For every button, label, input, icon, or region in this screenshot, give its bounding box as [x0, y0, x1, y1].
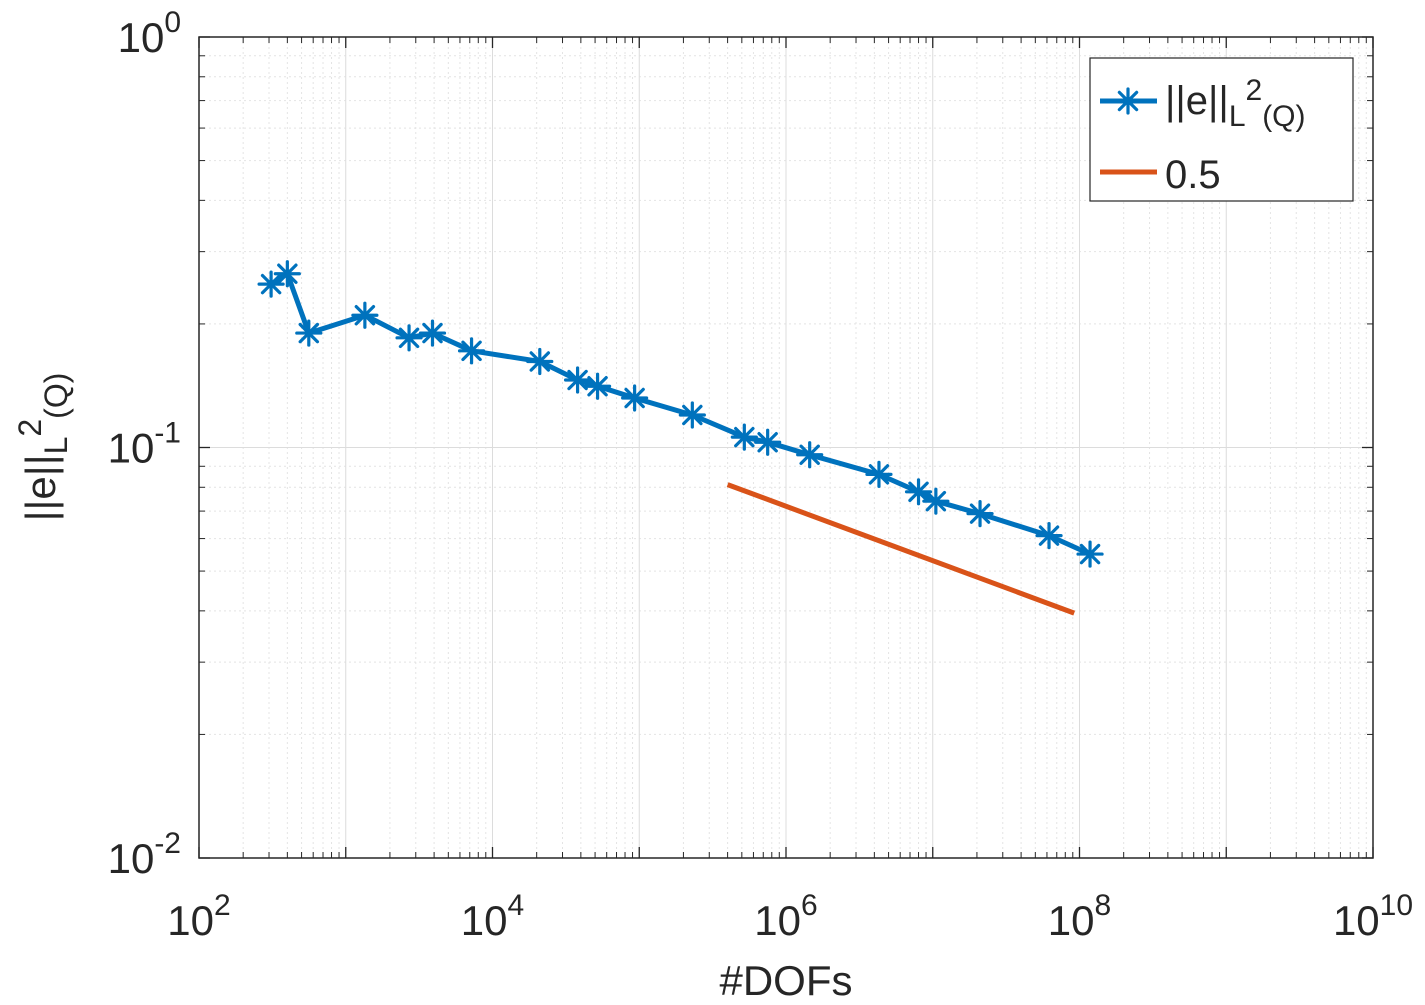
x-tick-label: 1010 — [1333, 889, 1413, 944]
data-point-marker — [754, 428, 782, 456]
x-tick-label: 102 — [167, 889, 230, 944]
data-point-marker — [583, 372, 612, 400]
y-tick-label: 10-1 — [108, 417, 181, 472]
x-tick-label: 108 — [1048, 889, 1111, 944]
x-tick-exponent: 2 — [214, 889, 231, 922]
x-tick-exponent: 6 — [801, 889, 818, 922]
legend-label-error-sup: 2 — [1246, 74, 1263, 107]
x-tick-base: 10 — [167, 897, 214, 944]
legend-label-error-sub: L — [1229, 100, 1246, 133]
x-tick-exponent: 8 — [1095, 889, 1112, 922]
data-point-marker — [295, 319, 323, 347]
data-point-marker — [621, 384, 649, 412]
data-point-marker — [351, 301, 379, 329]
legend-marker-error — [1114, 87, 1142, 115]
legend-label-rate: 0.5 — [1165, 153, 1221, 197]
x-tick-label: 106 — [754, 889, 817, 944]
data-point-marker — [730, 423, 758, 451]
y-tick-base: 10 — [108, 835, 155, 882]
data-point-marker — [257, 270, 285, 298]
y-axis-title-base: ||e|| — [17, 454, 64, 521]
x-tick-labels: 102 104 106 108 1010 — [167, 889, 1413, 944]
x-tick-base: 10 — [461, 897, 508, 944]
y-tick-exponent: 0 — [164, 6, 181, 39]
data-point-marker — [526, 347, 554, 376]
data-point-marker — [1035, 522, 1063, 550]
y-tick-label: 10-2 — [108, 827, 181, 882]
y-tick-exponent: -1 — [154, 417, 181, 450]
x-tick-exponent: 10 — [1380, 889, 1413, 922]
data-point-marker — [457, 337, 486, 365]
y-tick-base: 10 — [118, 14, 165, 61]
y-axis-title-sub: L — [38, 437, 74, 455]
data-point-marker — [395, 324, 423, 352]
data-point-marker — [678, 401, 706, 429]
data-point-marker — [418, 319, 447, 347]
y-tick-base: 10 — [108, 425, 155, 472]
x-tick-base: 10 — [1333, 897, 1380, 944]
legend-label-error-tail: (Q) — [1262, 100, 1305, 133]
series-layer — [257, 260, 1104, 616]
x-tick-base: 10 — [754, 897, 801, 944]
y-tick-label: 100 — [118, 6, 181, 61]
legend-box — [1089, 57, 1354, 202]
x-axis-title: #DOFs — [719, 957, 852, 1004]
data-point-marker — [966, 500, 994, 528]
x-tick-exponent: 4 — [508, 889, 525, 922]
data-point-marker — [1076, 540, 1104, 568]
y-axis-title-sup: 2 — [12, 419, 48, 437]
legend: ||e||L2(Q) 0.5 — [1089, 57, 1354, 202]
legend-label-error: ||e||L2(Q) — [1165, 74, 1306, 133]
rate-reference-line — [726, 482, 1076, 616]
data-point-marker — [796, 441, 824, 469]
data-point-marker — [922, 487, 950, 515]
data-point-marker — [273, 260, 301, 288]
axis-ticks — [198, 36, 1374, 859]
data-point-marker — [865, 460, 893, 488]
data-point-marker — [563, 366, 592, 394]
y-axis-title: ||e||L2(Q) — [12, 373, 74, 522]
x-tick-label: 104 — [461, 889, 524, 944]
legend-asterisk-icon — [1114, 87, 1142, 115]
y-axis-title-tail: (Q) — [38, 373, 74, 419]
legend-label-error-base: ||e|| — [1165, 79, 1229, 123]
x-tick-base: 10 — [1048, 897, 1095, 944]
y-tick-exponent: -2 — [154, 827, 181, 860]
